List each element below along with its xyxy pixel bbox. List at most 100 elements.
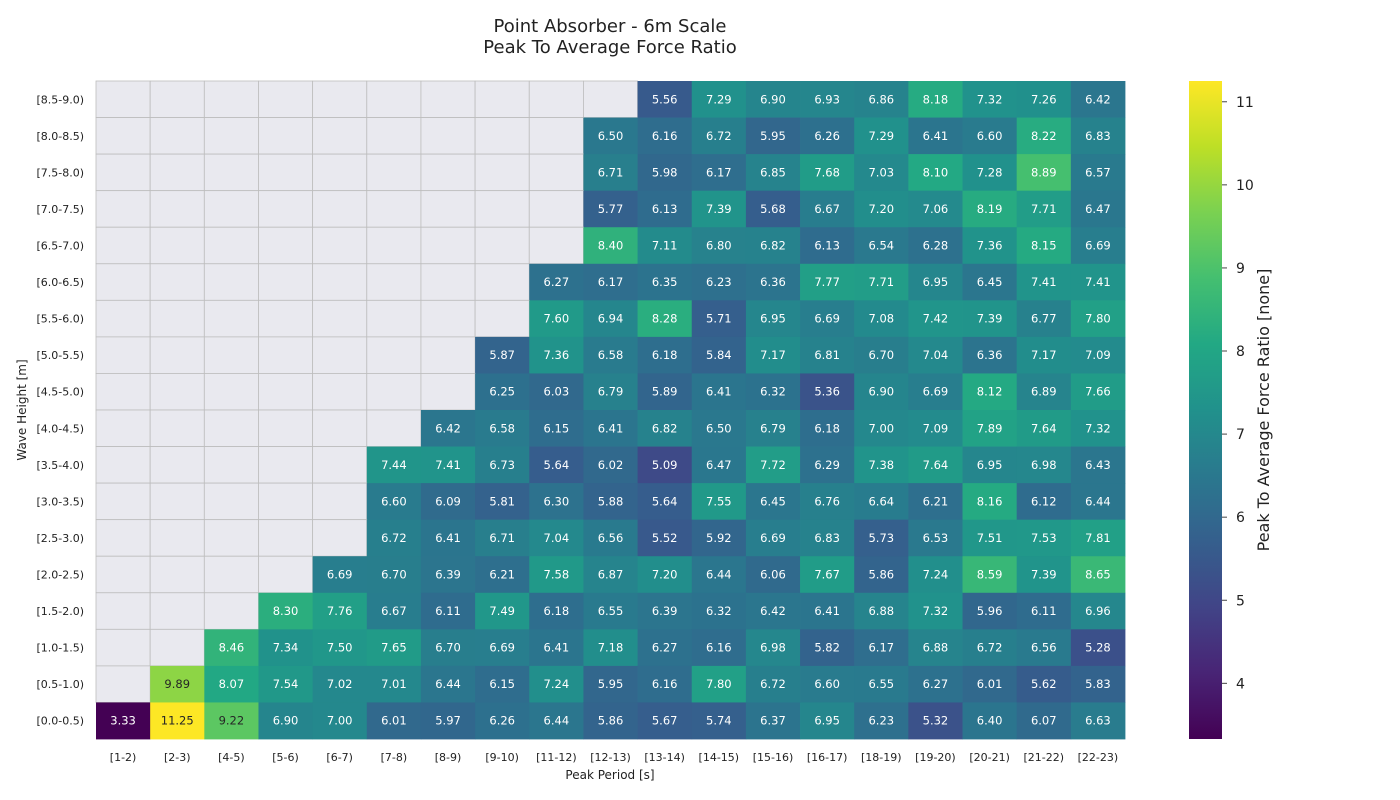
heatmap-cell	[691, 263, 747, 301]
heatmap-cell-label: 6.32	[760, 385, 786, 399]
colorbar-tick-label: 4	[1236, 676, 1245, 692]
heatmap-cell	[800, 81, 855, 118]
heatmap-cell-label: 6.57	[1085, 165, 1111, 179]
heatmap-cell	[745, 556, 801, 594]
chart-title-line-1: Point Absorber - 6m Scale	[494, 16, 727, 37]
heatmap-cell-empty	[95, 446, 151, 484]
y-tick-label: [2.5-3.0)	[36, 532, 84, 545]
heatmap-cell-label: 8.28	[652, 312, 678, 326]
heatmap-cell	[637, 483, 693, 521]
heatmap-cell-label: 6.17	[868, 641, 894, 655]
heatmap-cell-label: 6.94	[598, 312, 624, 326]
x-tick-label: [5-6)	[272, 751, 299, 764]
colorbar-tick-label: 9	[1236, 261, 1245, 277]
heatmap-cell-empty	[149, 446, 205, 484]
heatmap-cell	[691, 446, 747, 484]
heatmap-cell-label: 6.47	[1085, 202, 1111, 216]
heatmap-cell	[745, 483, 801, 521]
heatmap-cell-label: 7.17	[760, 348, 786, 362]
heatmap-cell-label: 5.67	[652, 714, 678, 728]
heatmap-cell	[854, 227, 909, 265]
heatmap-cell	[800, 263, 855, 301]
heatmap-cell-label: 6.90	[273, 714, 299, 728]
heatmap-cell-empty	[312, 80, 368, 118]
heatmap-cell	[637, 117, 693, 155]
y-axis-tick-labels: [8.5-9.0) [8.0-8.5) [7.5-8.0) [7.0-7.5) [6.5…	[36, 93, 84, 727]
heatmap-cell-label: 7.53	[1031, 531, 1057, 545]
heatmap-cell	[1070, 154, 1126, 192]
heatmap-cell-label: 7.09	[923, 421, 949, 435]
heatmap-cell-label: 7.65	[381, 641, 407, 655]
heatmap-cell	[1016, 556, 1072, 594]
heatmap-cell-empty	[474, 299, 530, 338]
heatmap-cell	[854, 154, 909, 192]
heatmap-cell	[962, 519, 1018, 557]
heatmap-cell-label: 5.28	[1085, 641, 1111, 655]
heatmap-cell-empty	[528, 80, 584, 118]
heatmap-cell	[637, 227, 693, 265]
heatmap-cell-empty	[95, 628, 151, 667]
heatmap-cell-label: 6.03	[544, 385, 570, 399]
heatmap-cell-label: 6.72	[706, 129, 732, 143]
heatmap-cell	[745, 665, 801, 703]
heatmap-cell	[1016, 190, 1072, 228]
heatmap-cell-label: 7.80	[706, 677, 732, 691]
colorbar-tick-label: 11	[1236, 95, 1254, 111]
heatmap-cell-label: 8.18	[923, 92, 949, 106]
heatmap-cell-empty	[258, 446, 314, 484]
heatmap-cell-label: 6.21	[923, 494, 949, 508]
y-tick-label: [7.0-7.5)	[36, 203, 84, 216]
heatmap-cell	[800, 300, 855, 338]
heatmap-cell	[637, 263, 693, 301]
heatmap-cell-label: 7.20	[652, 568, 678, 582]
heatmap-cell-label: 7.28	[977, 165, 1003, 179]
heatmap-cell	[745, 117, 801, 155]
heatmap-cell	[745, 410, 801, 447]
heatmap-cell-label: 8.07	[219, 677, 245, 691]
heatmap-cell-label: 6.01	[977, 677, 1003, 691]
heatmap-cell-label: 6.32	[706, 604, 732, 618]
heatmap-cell	[691, 410, 747, 447]
heatmap-cell	[1070, 410, 1126, 447]
heatmap-cell	[529, 629, 584, 667]
heatmap-cell-label: 6.64	[868, 494, 894, 508]
heatmap-cell-empty	[312, 190, 368, 228]
heatmap-cell-label: 6.58	[489, 421, 515, 435]
y-tick-label: [7.5-8.0)	[36, 166, 84, 179]
heatmap-cell	[637, 300, 693, 338]
heatmap-cell	[475, 629, 530, 667]
heatmap-cell-label: 5.88	[598, 494, 624, 508]
x-tick-label: [19-20)	[915, 751, 956, 764]
heatmap-cell-label: 5.86	[598, 714, 624, 728]
heatmap-cell-empty	[258, 409, 314, 447]
heatmap-cell-label: 6.47	[706, 458, 732, 472]
heatmap-cell	[583, 592, 638, 630]
y-tick-label: [8.5-9.0)	[36, 93, 84, 106]
heatmap-cell-label: 5.89	[652, 385, 678, 399]
heatmap-cells	[95, 80, 1126, 740]
heatmap-cell	[1016, 446, 1072, 484]
heatmap-cell-label: 5.52	[652, 531, 678, 545]
heatmap-cell-label: 6.37	[760, 714, 786, 728]
heatmap-cell	[800, 117, 855, 155]
heatmap-cell-label: 6.69	[814, 312, 840, 326]
heatmap-cell	[366, 629, 422, 667]
heatmap-cell	[204, 702, 259, 740]
heatmap-cell-label: 6.73	[489, 458, 515, 472]
heatmap-cell	[583, 702, 638, 740]
heatmap-cell-label: 6.80	[706, 239, 732, 253]
heatmap-cell	[908, 519, 963, 557]
heatmap-cell	[800, 629, 855, 667]
heatmap-cell-label: 6.53	[923, 531, 949, 545]
heatmap-cell	[583, 519, 638, 557]
heatmap-cell-label: 7.58	[544, 568, 570, 582]
heatmap-cell	[908, 81, 963, 118]
heatmap-cell-empty	[203, 190, 259, 228]
heatmap-cell-label: 6.41	[435, 531, 461, 545]
heatmap-cell-label: 6.70	[381, 568, 407, 582]
heatmap-cell-empty	[420, 117, 476, 155]
heatmap-cell	[854, 519, 909, 557]
heatmap-cell-label: 6.41	[814, 604, 840, 618]
heatmap-cell-label: 7.06	[923, 202, 949, 216]
heatmap-cell-empty	[203, 555, 259, 594]
